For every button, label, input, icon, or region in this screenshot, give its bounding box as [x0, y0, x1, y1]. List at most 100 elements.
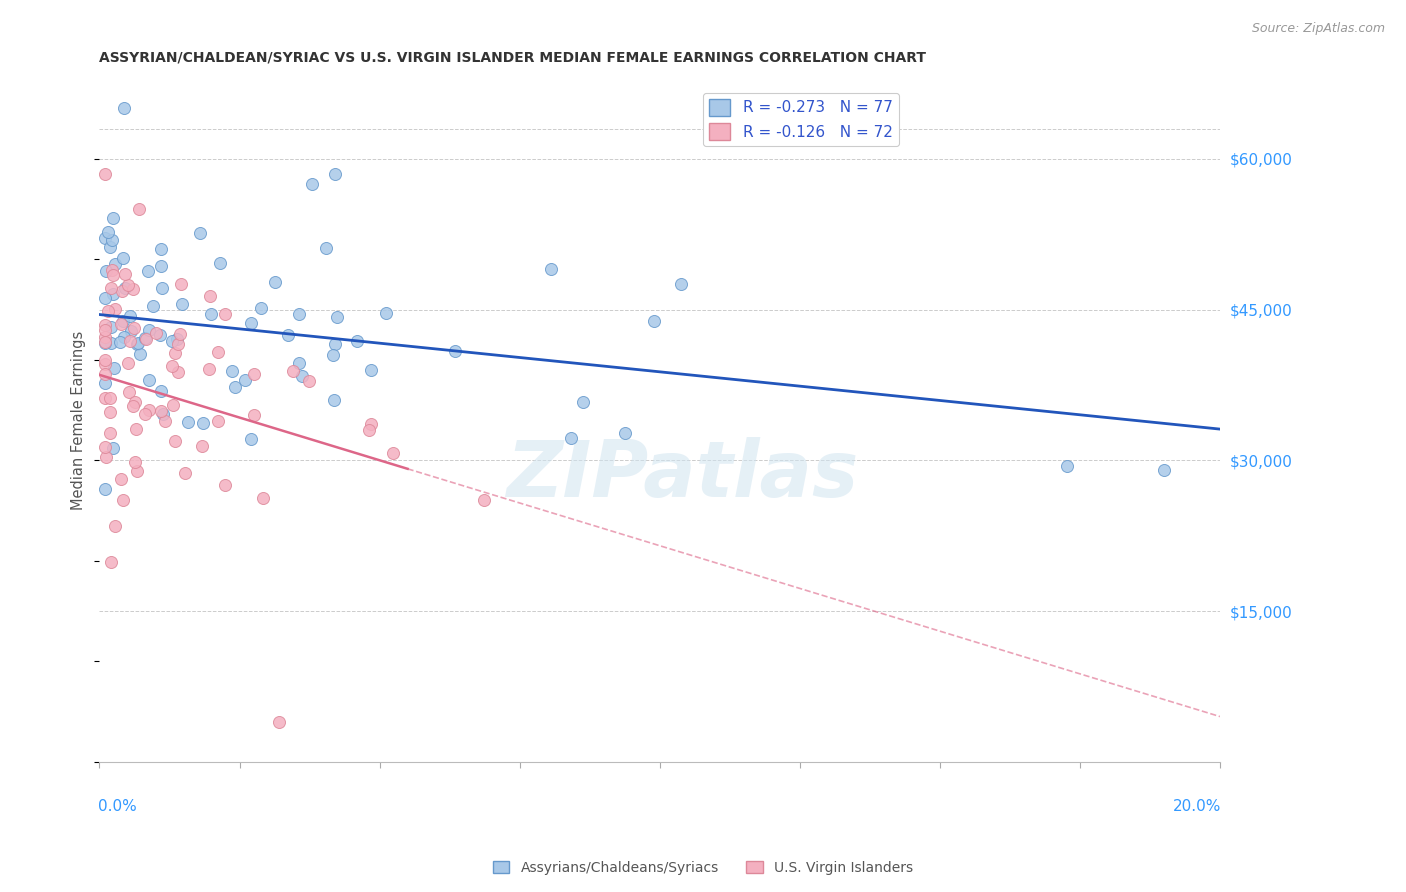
Point	[160, 359, 183, 374]
Point	[1153, 463, 1175, 477]
Point	[138, 323, 160, 337]
Point	[124, 422, 146, 436]
Point	[149, 384, 172, 398]
Point	[112, 102, 135, 116]
Point	[127, 337, 149, 351]
Point	[104, 301, 127, 316]
Point	[94, 353, 117, 368]
Point	[540, 262, 562, 277]
Point	[162, 334, 184, 348]
Point	[671, 277, 693, 291]
Point	[170, 277, 193, 291]
Legend: R = -0.273   N = 77, R = -0.126   N = 72: R = -0.273 N = 77, R = -0.126 N = 72	[703, 93, 898, 146]
Point	[135, 332, 157, 346]
Point	[155, 414, 177, 428]
Point	[94, 392, 117, 406]
Point	[94, 291, 117, 305]
Point	[163, 434, 186, 448]
Point	[94, 482, 117, 496]
Point	[127, 335, 149, 350]
Point	[94, 357, 117, 371]
Point	[124, 455, 146, 469]
Point	[298, 374, 321, 388]
Point	[112, 330, 135, 344]
Point	[118, 385, 141, 400]
Point	[381, 446, 404, 460]
Point	[96, 450, 118, 464]
Point	[188, 226, 211, 240]
Point	[208, 256, 231, 270]
Text: ASSYRIAN/CHALDEAN/SYRIAC VS U.S. VIRGIN ISLANDER MEDIAN FEMALE EARNINGS CORRELAT: ASSYRIAN/CHALDEAN/SYRIAC VS U.S. VIRGIN …	[100, 51, 927, 65]
Point	[121, 399, 143, 413]
Point	[323, 336, 346, 351]
Point	[94, 336, 117, 351]
Point	[134, 331, 156, 345]
Point	[94, 323, 117, 337]
Point	[101, 441, 124, 455]
Point	[323, 393, 346, 408]
Point	[149, 327, 172, 342]
Point	[221, 364, 243, 378]
Point	[560, 431, 582, 445]
Point	[120, 324, 142, 338]
Point	[100, 555, 122, 569]
Point	[198, 362, 221, 376]
Point	[94, 231, 117, 245]
Point	[94, 167, 117, 181]
Point	[323, 167, 346, 181]
Point	[277, 328, 299, 343]
Point	[315, 241, 337, 255]
Point	[112, 493, 135, 508]
Text: 20.0%: 20.0%	[1173, 799, 1220, 814]
Point	[120, 310, 142, 324]
Point	[191, 439, 214, 453]
Point	[129, 346, 152, 360]
Point	[643, 314, 665, 328]
Point	[169, 326, 191, 341]
Point	[138, 403, 160, 417]
Point	[100, 335, 122, 350]
Point	[150, 260, 173, 274]
Point	[360, 417, 382, 431]
Point	[101, 262, 124, 277]
Point	[288, 308, 311, 322]
Point	[97, 225, 120, 239]
Point	[214, 478, 236, 492]
Point	[117, 278, 139, 293]
Point	[101, 233, 124, 247]
Point	[101, 211, 124, 226]
Point	[96, 264, 118, 278]
Point	[117, 356, 139, 370]
Point	[166, 365, 188, 379]
Point	[359, 423, 381, 437]
Point	[100, 320, 122, 334]
Point	[101, 286, 124, 301]
Point	[252, 491, 274, 505]
Point	[121, 282, 143, 296]
Point	[162, 398, 184, 412]
Point	[322, 348, 344, 362]
Point	[250, 301, 273, 316]
Point	[142, 299, 165, 313]
Point	[240, 317, 263, 331]
Point	[110, 472, 132, 486]
Point	[288, 356, 311, 370]
Point	[239, 433, 262, 447]
Point	[301, 177, 323, 191]
Point	[172, 296, 194, 310]
Point	[166, 332, 188, 346]
Point	[100, 281, 122, 295]
Point	[360, 363, 382, 377]
Point	[128, 202, 150, 216]
Text: Source: ZipAtlas.com: Source: ZipAtlas.com	[1251, 22, 1385, 36]
Point	[114, 280, 136, 294]
Point	[94, 368, 117, 382]
Point	[94, 318, 117, 332]
Point	[152, 407, 174, 421]
Point	[114, 267, 136, 281]
Point	[243, 367, 266, 381]
Point	[443, 344, 465, 359]
Point	[177, 415, 200, 429]
Point	[173, 466, 195, 480]
Point	[243, 409, 266, 423]
